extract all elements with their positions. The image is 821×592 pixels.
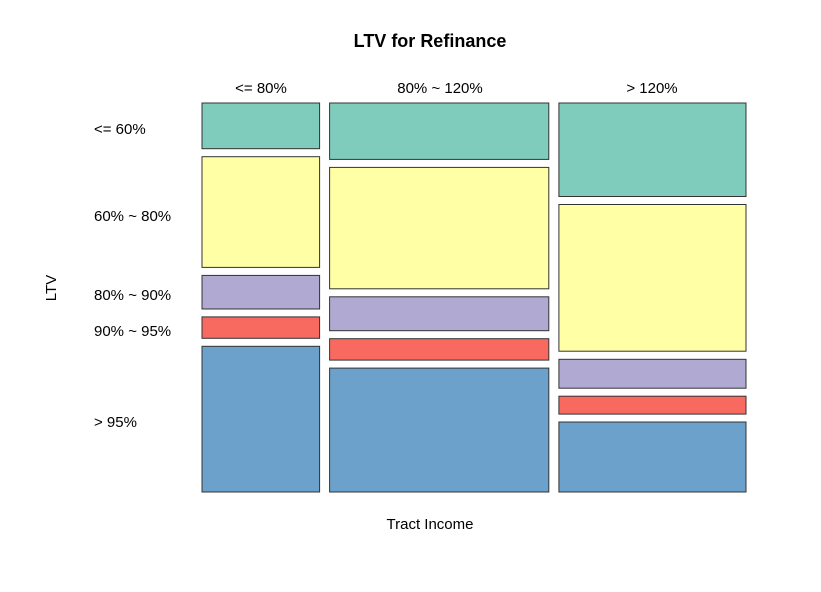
y-category-label: <= 60% xyxy=(94,121,146,138)
x-category-label: 80% ~ 120% xyxy=(397,80,482,97)
y-category-labels: <= 60% 60% ~ 80% 80% ~ 90% 90% ~ 95% > 9… xyxy=(94,121,171,431)
mosaic-tile xyxy=(558,358,747,389)
x-category-labels: <= 80% 80% ~ 120% > 120% xyxy=(235,80,678,97)
y-axis-label: LTV xyxy=(43,275,60,301)
y-category-label: 80% ~ 90% xyxy=(94,287,171,304)
mosaic-tile xyxy=(558,421,747,493)
mosaic-tile xyxy=(201,274,321,310)
mosaic-tile xyxy=(201,316,321,339)
mosaic-tile xyxy=(201,156,321,268)
y-category-label: 90% ~ 95% xyxy=(94,323,171,340)
mosaic-tile xyxy=(558,204,747,352)
mosaic-tile xyxy=(329,102,550,160)
x-axis-label: Tract Income xyxy=(387,516,474,533)
mosaic-tile xyxy=(329,367,550,493)
x-category-label: > 120% xyxy=(626,80,677,97)
mosaic-tile xyxy=(329,338,550,361)
mosaic-tile xyxy=(329,296,550,332)
mosaic-tile xyxy=(329,166,550,290)
chart-title: LTV for Refinance xyxy=(354,31,507,51)
y-category-label: 60% ~ 80% xyxy=(94,208,171,225)
mosaic-tile xyxy=(558,395,747,415)
x-category-label: <= 80% xyxy=(235,80,287,97)
mosaic-tiles xyxy=(201,102,747,493)
mosaic-tile xyxy=(201,345,321,493)
mosaic-tile xyxy=(558,102,747,197)
y-category-label: > 95% xyxy=(94,414,137,431)
mosaic-tile xyxy=(201,102,321,150)
